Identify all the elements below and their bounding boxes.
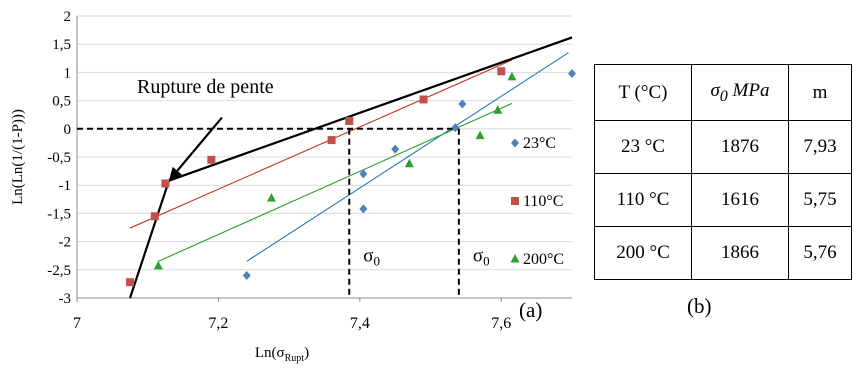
header-temperature: T (°C) (594, 64, 692, 121)
y-tick-label: -0,5 (47, 150, 71, 166)
annotations: σ0 σ0 Rupture de pente (a) (77, 36, 573, 322)
axis-labels: Ln(Ln(1/(1-P))) Ln(σRupt) (10, 109, 309, 364)
y-tick-label: -3 (59, 291, 72, 307)
data-point (266, 193, 276, 202)
table-header-row: T (°C) σ0 MPa m (594, 64, 852, 121)
y-tick-label: -2 (59, 235, 72, 251)
cell-temperature: 200 °C (594, 226, 692, 280)
slope-break-line (128, 180, 170, 299)
x-tick-label: 7,6 (491, 315, 511, 332)
arrow-head (168, 166, 182, 181)
legend-marker (510, 254, 520, 263)
data-point (161, 179, 170, 188)
sigma0-label: σ0 (363, 245, 380, 268)
fit-line (246, 52, 569, 262)
legend-marker (511, 197, 519, 205)
y-tick-label: -2,5 (47, 263, 71, 279)
cell-m: 5,76 (788, 226, 852, 280)
slope-break-label: Rupture de pente (137, 76, 274, 98)
y-tick-labels: -3 -2,5 -2 -1,5 -1 -0,5 0 0,5 1 1,5 2 (47, 9, 71, 307)
data-point (475, 130, 485, 140)
header-sigma-sub: 0 (719, 87, 728, 105)
scatter-chart: -3 -2,5 -2 -1,5 -1 -0,5 0 0,5 1 1,5 2 7 7,2 7,4 7,6 σ… (10, 9, 576, 364)
y-tick-label: 1,5 (52, 37, 71, 53)
x-tick-label: 7,2 (208, 315, 228, 332)
data-point (153, 260, 163, 270)
cell-temperature: 23 °C (594, 120, 692, 174)
data-point (150, 212, 159, 221)
y-tick-label: 1 (64, 65, 72, 81)
data-point (451, 123, 460, 133)
data-point (126, 278, 135, 287)
x-tick-labels: 7 7,2 7,4 7,6 (73, 298, 511, 332)
cell-sigma0: 1616 (691, 173, 789, 227)
data-point (345, 116, 354, 125)
legend-label: 200°C (523, 251, 564, 268)
data-point (242, 270, 251, 280)
cell-m: 5,75 (788, 173, 852, 227)
y-tick-label: 0 (64, 122, 72, 138)
cell-sigma0: 1876 (691, 120, 789, 174)
data-point (404, 158, 414, 168)
x-axis-label: Ln(σRupt) (255, 345, 309, 364)
data-point (359, 204, 368, 214)
legend: 23°C 110°C 200°C (510, 135, 564, 268)
table-row: 23 °C 1876 7,93 (594, 120, 852, 174)
data-point (497, 67, 506, 76)
data-points (126, 67, 576, 287)
legend-label: 110°C (523, 193, 563, 210)
y-axis-label: Ln(Ln(1/(1-P))) (10, 109, 26, 205)
y-tick-label: -1 (59, 178, 72, 194)
header-sigma0: σ0 MPa (691, 64, 789, 121)
table-row: 200 °C 1866 5,76 (594, 226, 852, 280)
x-tick-label: 7 (73, 315, 81, 332)
arrow-shaft (168, 116, 223, 182)
data-point (391, 144, 400, 154)
table-row: 110 °C 1616 5,75 (594, 173, 852, 227)
cell-sigma0: 1866 (691, 226, 789, 280)
data-point (327, 136, 336, 145)
data-point (458, 99, 467, 109)
panel-b-label: (b) (687, 294, 712, 318)
y-tick-label: 0,5 (52, 94, 71, 110)
cell-temperature: 110 °C (594, 173, 692, 227)
panel-a-label: (a) (519, 298, 542, 322)
data-point (359, 169, 368, 179)
legend-label: 23°C (523, 135, 556, 152)
data-point (207, 155, 216, 164)
x-tick-label: 7,4 (350, 315, 370, 332)
header-sigma-symbol: σ (710, 79, 720, 101)
sigma0-label: σ0 (473, 245, 490, 268)
fit-line (129, 59, 513, 229)
header-m: m (788, 64, 852, 121)
slope-break-line (168, 36, 573, 182)
data-point (493, 105, 503, 114)
y-tick-label: 2 (64, 9, 72, 25)
legend-marker (511, 138, 519, 148)
header-sigma-unit: MPa (732, 79, 770, 101)
grid-lines (77, 15, 572, 299)
data-point (419, 95, 428, 104)
cell-m: 7,93 (788, 120, 852, 174)
results-table: T (°C) σ0 MPa m 23 °C 1876 7,93 110 °C 1… (594, 64, 852, 280)
data-point (568, 69, 576, 79)
axes (76, 16, 572, 299)
data-point (507, 71, 517, 81)
y-tick-label: -1,5 (47, 206, 71, 222)
